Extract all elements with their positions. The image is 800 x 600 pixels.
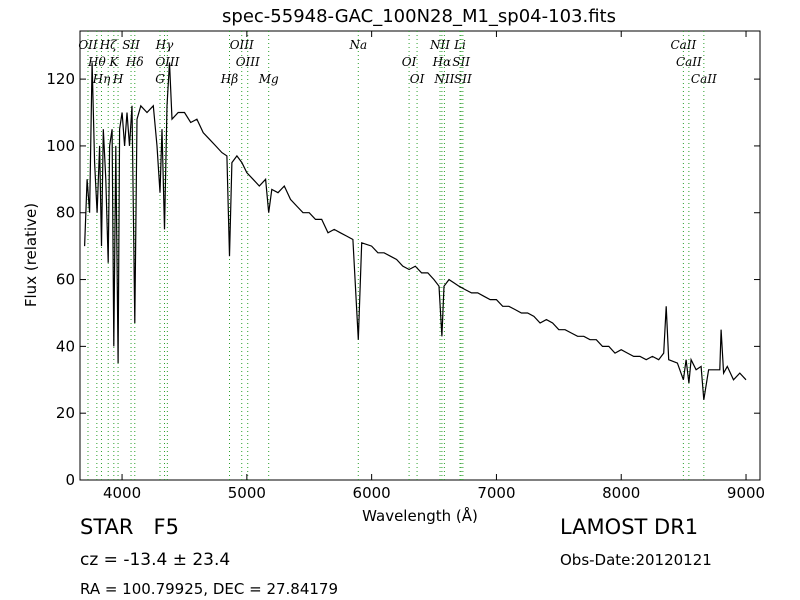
spectral-line-label: OI bbox=[410, 72, 425, 86]
spectral-line-label: Hα bbox=[432, 55, 452, 69]
y-tick-label: 60 bbox=[56, 271, 75, 289]
spectral-line-label: Hθ bbox=[87, 55, 106, 69]
spectral-line-label: CaII bbox=[691, 72, 717, 86]
spectral-line-label: Li bbox=[453, 38, 466, 52]
spectral-line-label: Hδ bbox=[125, 55, 144, 69]
spectral-line-label: OIII bbox=[236, 55, 260, 69]
x-tick-label: 9000 bbox=[727, 484, 765, 502]
spectral-line-label: Hη bbox=[92, 72, 111, 86]
spectral-line-label: Mg bbox=[258, 72, 279, 86]
class-label: STAR F5 bbox=[80, 515, 179, 539]
spectral-line-label: NII bbox=[433, 72, 454, 86]
spectral-line-label: H bbox=[112, 72, 124, 86]
spectral-line-label: SII bbox=[452, 55, 470, 69]
cz-label: cz = -13.4 ± 23.4 bbox=[80, 550, 230, 570]
spectral-line-label: K bbox=[108, 55, 119, 69]
y-tick-label: 100 bbox=[46, 137, 75, 155]
spectral-line-label: CaII bbox=[676, 55, 702, 69]
spectral-line-label: Hζ bbox=[99, 38, 118, 52]
y-tick-label: 80 bbox=[56, 204, 75, 222]
spectral-line-label: Hγ bbox=[155, 38, 174, 52]
x-tick-label: 6000 bbox=[353, 484, 391, 502]
x-axis-label: Wavelength (Å) bbox=[362, 506, 478, 525]
y-tick-label: 40 bbox=[56, 337, 75, 355]
spectral-line-label: NII bbox=[429, 38, 450, 52]
spectral-line-label: OIII bbox=[230, 38, 254, 52]
x-tick-label: 5000 bbox=[228, 484, 266, 502]
spectral-line-label: OIII bbox=[155, 55, 179, 69]
date-label: Obs-Date:20120121 bbox=[560, 551, 712, 569]
coords-label: RA = 100.79925, DEC = 27.84179 bbox=[80, 580, 338, 598]
survey-label: LAMOST DR1 bbox=[560, 515, 698, 539]
y-axis-label: Flux (relative) bbox=[22, 203, 40, 307]
chart-title: spec-55948-GAC_100N28_M1_sp04-103.fits bbox=[222, 6, 616, 27]
spectral-line-label: Hβ bbox=[220, 72, 238, 86]
plot-frame bbox=[79, 30, 761, 481]
spectral-line-label: Na bbox=[348, 38, 367, 52]
spectral-line-label: G bbox=[155, 72, 165, 86]
x-tick-label: 7000 bbox=[477, 484, 515, 502]
y-tick-label: 0 bbox=[65, 471, 75, 489]
spectral-line-label: OII bbox=[78, 38, 98, 52]
spectral-line-label: OI bbox=[402, 55, 417, 69]
spectral-line-label: SII bbox=[454, 72, 472, 86]
spectrum-line bbox=[84, 62, 747, 400]
spectral-line-label: CaII bbox=[670, 38, 696, 52]
spectral-line-label: SII bbox=[122, 38, 140, 52]
x-tick-label: 8000 bbox=[602, 484, 640, 502]
y-tick-label: 120 bbox=[46, 70, 75, 88]
y-tick-label: 20 bbox=[56, 404, 75, 422]
x-tick-label: 4000 bbox=[103, 484, 141, 502]
